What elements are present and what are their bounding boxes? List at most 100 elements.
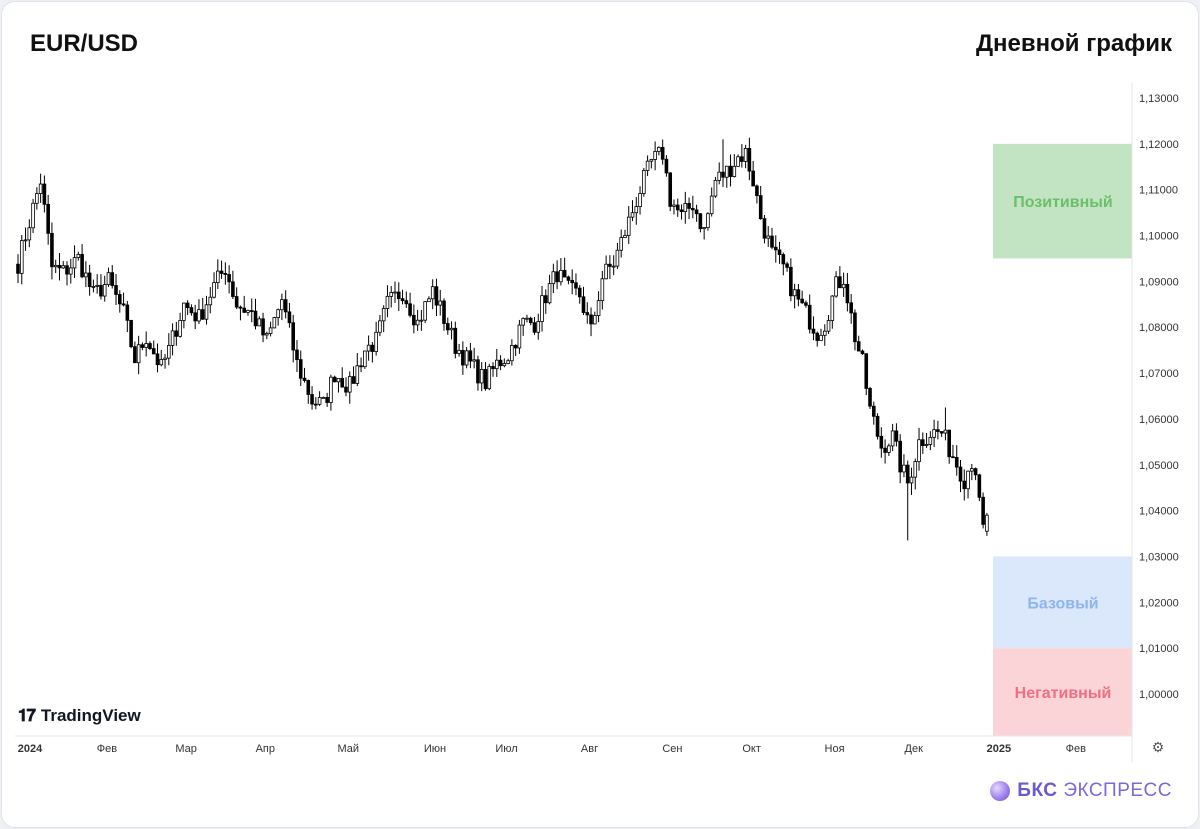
candle [691,195,695,219]
y-tick-label: 1,06000 [1139,414,1179,426]
candle [672,199,676,215]
candle [374,321,378,356]
candle [461,341,465,375]
candle [593,311,597,325]
candle [310,386,314,410]
candle [577,285,582,304]
candle [182,302,186,329]
scenario-label-1: Базовый [1027,595,1098,612]
candle [72,245,77,279]
candle [494,348,499,377]
candle [445,317,450,335]
tradingview-text: TradingView [40,706,141,725]
candle [830,295,835,329]
x-tick-label: Фев [1066,743,1086,755]
candle [472,347,476,369]
candle [117,290,122,313]
candle [758,185,763,220]
candle [344,377,348,397]
timeframe-title: Дневной график [975,30,1172,57]
candles [16,137,989,541]
bks-orb-icon [990,781,1011,801]
candle [219,260,224,279]
candle [57,253,62,281]
candle [894,423,899,447]
candle [16,254,20,284]
candle [743,144,748,169]
candle [427,296,431,303]
candle [476,355,480,391]
candle [276,308,280,326]
candle [336,378,341,393]
candle [570,269,574,295]
candle [385,285,390,318]
candle [709,187,714,217]
x-tick-label: Фев [97,743,117,755]
candle [253,298,258,330]
candle [683,191,688,224]
candle [261,312,265,343]
candle [257,316,262,327]
candle [129,319,133,349]
candle [510,339,514,366]
candle [442,298,446,331]
scenario-label-2: Негативный [1015,685,1112,702]
y-tick-label: 1,10000 [1139,231,1179,243]
candle [845,272,850,312]
candle [38,173,43,203]
candle [902,454,906,478]
y-tick-label: 1,03000 [1139,551,1179,563]
candle [581,286,586,315]
candle [216,259,220,290]
time-axis[interactable]: 2024 Фев Мар Апр Май Июн Июл Авг Сен Окт Ноя Дек 202… [18,743,1086,755]
candle [608,255,612,280]
candle [483,362,488,391]
candle [668,172,673,212]
candle [917,427,921,471]
candle [841,272,846,297]
candle [623,229,627,238]
candle [106,267,111,287]
candle [208,287,213,314]
candle [242,295,247,314]
candle [363,350,367,369]
x-tick-label: Апр [256,743,275,755]
y-tick-label: 1,08000 [1139,322,1179,334]
scenario-zone-1 [993,556,1132,649]
candle [864,352,869,396]
candle [687,197,691,220]
candle [947,429,951,464]
candle [562,257,567,278]
candle [317,391,322,406]
y-tick-label: 1,12000 [1139,139,1179,151]
candle [159,349,164,367]
candle [645,155,650,177]
candle [155,343,160,373]
candle [883,439,887,464]
candle [314,397,318,410]
candle [909,467,914,495]
candle [166,333,171,366]
candle [785,261,789,272]
candle [84,261,88,288]
gear-icon[interactable]: ⚙ [1151,739,1165,755]
candle [227,265,231,294]
candle [76,251,81,261]
x-tick-label: Окт [742,743,761,755]
candle [287,302,292,328]
symbol-title: EUR/USD [30,30,139,57]
price-axis[interactable]: 1,13000 1,12000 1,11000 1,10000 1,09000 1,080… [1139,93,1179,701]
candle [133,341,137,364]
candle [80,244,84,279]
candle [566,275,571,285]
candle [977,473,982,502]
candle [887,443,891,456]
candle [449,321,454,340]
candle [679,204,684,220]
candle [378,314,382,337]
candle [868,386,872,410]
candle [611,255,616,276]
candle [973,467,978,481]
candle [389,286,394,308]
